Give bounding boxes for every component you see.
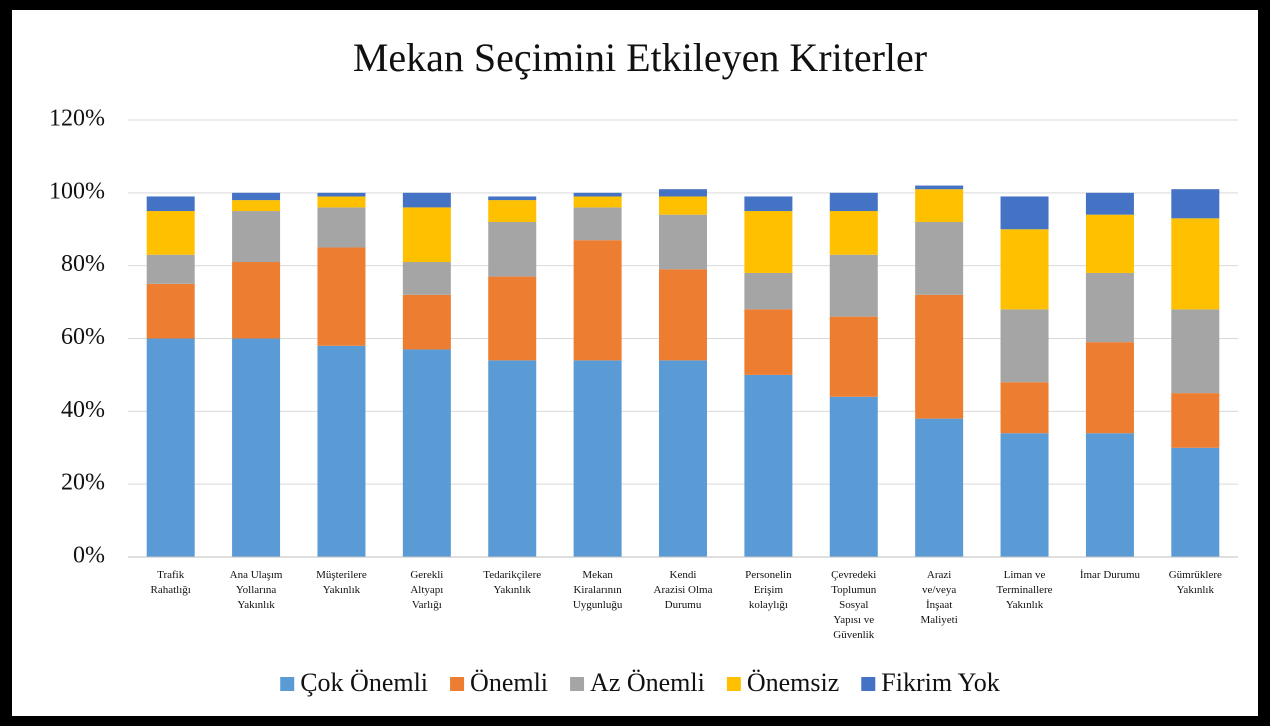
bar-segment [488, 200, 537, 222]
bar-segment [659, 360, 707, 557]
y-tick-label: 60% [61, 324, 105, 350]
bar-segment [573, 192, 622, 197]
legend-label: Az Önemli [590, 668, 705, 697]
bar-segment [146, 338, 195, 557]
x-tick-label: Ana Ulaşım Yollarına Yakınlık [230, 569, 283, 611]
bar-segment [402, 192, 451, 208]
bar-segment [232, 192, 281, 201]
y-tick-label: 0% [73, 543, 105, 569]
bar-segment [146, 211, 195, 255]
bar-segment [744, 211, 793, 273]
bar-segment [1171, 309, 1220, 394]
bar-segment [488, 196, 537, 201]
bar-segment [915, 418, 964, 557]
bar-segment [829, 316, 878, 397]
bar-segment [1000, 382, 1049, 434]
bar-segment [659, 189, 707, 197]
bar-segment [1085, 433, 1134, 557]
y-tick-label: 100% [49, 178, 105, 204]
x-tick-label: Çevredeki Toplumun Sosyal Yapısı ve Güvenlik [831, 569, 877, 641]
y-tick-label: 40% [61, 397, 105, 423]
legend-label: Önemsiz [747, 668, 839, 697]
x-tick-label: Kendi Arazisi Olma Durumu [654, 569, 713, 611]
bar-segment [317, 196, 366, 208]
bar-segment [402, 262, 451, 295]
bar-segment [146, 283, 195, 339]
bar-segment [232, 338, 281, 557]
x-tick-label: Tedarikçilere Yakınlık [483, 569, 541, 596]
legend-swatch [861, 677, 876, 691]
bar-segment [659, 196, 707, 215]
bar-segment [915, 294, 964, 419]
bar-segment [1000, 309, 1049, 383]
x-tick-label: Arazi ve/veya İnşaat Maliyeti [921, 569, 958, 626]
bar-segment [915, 185, 964, 190]
x-tick-label: Personelin Erişim kolaylığı [745, 569, 792, 611]
bar-segment [744, 196, 793, 212]
bar-segment [829, 192, 878, 212]
bar-segment [659, 214, 707, 270]
bar-segment [146, 196, 195, 212]
bar-segment [317, 345, 366, 557]
bar-segment [659, 269, 707, 361]
bar-segment [573, 196, 622, 208]
bar-segment [488, 276, 537, 361]
bar-segment [1000, 196, 1049, 230]
bar-segment [232, 211, 281, 263]
legend-swatch [726, 677, 741, 691]
bar-segment [1171, 189, 1220, 219]
bar-segment [1000, 433, 1049, 557]
x-tick-label: Müşterilere Yakınlık [316, 569, 367, 596]
bar-segment [146, 254, 195, 284]
x-tick-label: İmar Durumu [1080, 569, 1141, 581]
y-tick-label: 80% [61, 251, 105, 277]
bar-segment [488, 360, 537, 557]
bar-segment [744, 309, 793, 375]
legend-swatch [280, 677, 295, 691]
bar-segment [829, 254, 878, 317]
bar-segment [573, 360, 622, 557]
bar-segment [317, 207, 366, 248]
bar-segment [1085, 342, 1134, 434]
bar-segment [1171, 447, 1220, 557]
bar-segment [402, 294, 451, 350]
bar-segment [232, 262, 281, 339]
x-tick-label: Liman ve Terminallere Yakınlık [997, 569, 1053, 611]
y-tick-label: 20% [61, 470, 105, 496]
chart-panel [12, 10, 1258, 716]
bar-segment [232, 200, 281, 212]
bar-segment [744, 374, 793, 557]
bar-segment [829, 211, 878, 255]
legend-label: Çok Önemli [300, 668, 428, 697]
bar-segment [829, 396, 878, 557]
bar-segment [402, 349, 451, 557]
x-tick-label: Gümrüklere Yakınlık [1169, 569, 1222, 596]
legend-swatch [450, 677, 465, 691]
bar-segment [488, 221, 537, 277]
bar-segment [1085, 272, 1134, 343]
chart-title: Mekan Seçimini Etkileyen Kriterler [353, 35, 927, 80]
bar-segment [402, 207, 451, 263]
x-tick-label: Mekan Kiralarının Uygunluğu [573, 569, 623, 611]
bar-segment [1085, 192, 1134, 215]
bar-segment [317, 247, 366, 346]
bar-segment [1171, 218, 1220, 310]
x-tick-label: Gerekli Altyapı Varlığı [410, 569, 443, 611]
bar-segment [915, 221, 964, 295]
legend-label: Önemli [470, 668, 548, 697]
x-tick-label: Trafik Rahatlığı [151, 569, 191, 596]
legend-swatch [570, 677, 585, 691]
bar-segment [317, 192, 366, 197]
bar-segment [1000, 229, 1049, 310]
bar-segment [1085, 214, 1134, 273]
bar-segment [573, 207, 622, 241]
legend-label: Fikrim Yok [881, 668, 1000, 697]
bar-segment [573, 240, 622, 361]
bar-segment [915, 189, 964, 222]
bar-segment [744, 272, 793, 310]
y-tick-label: 120% [49, 106, 105, 132]
bar-segment [1171, 393, 1220, 448]
